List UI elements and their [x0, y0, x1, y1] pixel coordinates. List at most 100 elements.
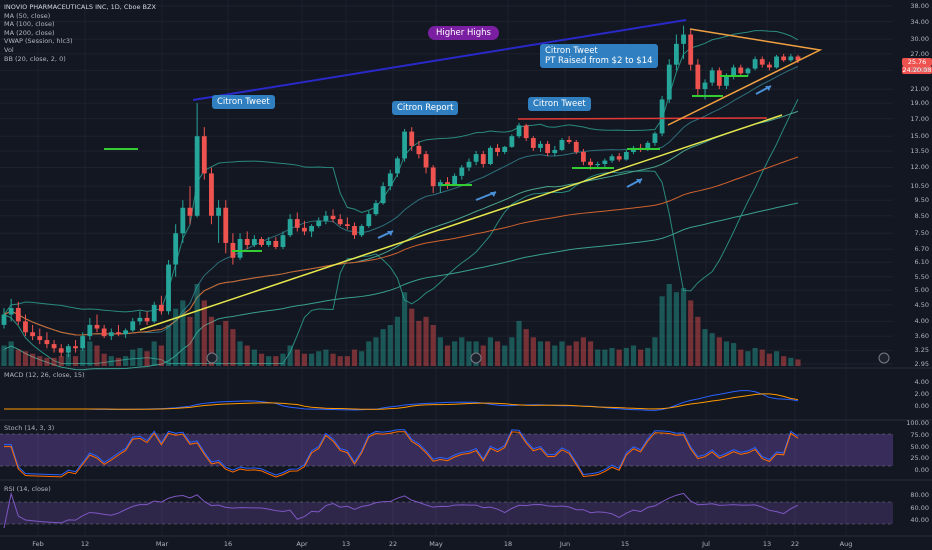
candle-body: [666, 64, 672, 100]
candle-body: [466, 161, 472, 168]
volume-bar: [723, 341, 730, 366]
volume-bar: [680, 288, 687, 366]
volume-bar: [144, 351, 150, 366]
candle-body: [595, 164, 601, 166]
candle-body: [273, 240, 279, 248]
candle-body: [695, 64, 701, 90]
volume-bar: [344, 356, 350, 366]
price-tick: 5.00: [914, 286, 929, 295]
symbol-title[interactable]: INOVIO PHARMACEUTICALS INC, 1D, Cboe BZX: [4, 3, 156, 11]
price-tick: 5.50: [914, 272, 929, 281]
candle-body: [101, 328, 107, 337]
arrow-head-2: [636, 179, 642, 184]
candle-body: [423, 154, 429, 168]
legend-bb[interactable]: BB (20, close, 2, 0): [4, 54, 66, 63]
volume-bar: [502, 345, 508, 366]
volume-bar: [308, 353, 315, 366]
candle-body: [430, 167, 436, 187]
candle-body: [158, 304, 164, 312]
indicator-tick: 0.00: [914, 466, 929, 475]
second-price-tag: 24.20.08: [902, 66, 932, 74]
volume-bar: [137, 347, 143, 366]
volume-bar: [480, 345, 486, 366]
candle-body: [445, 182, 450, 185]
volume-bar: [530, 337, 536, 366]
candle-body: [259, 239, 264, 245]
volume-bar: [215, 325, 222, 366]
indicator-tick: 60.00: [910, 503, 929, 512]
candle-body: [395, 158, 400, 174]
indicator-tick: 4.00: [914, 378, 929, 386]
candle-body: [223, 207, 229, 243]
volume-bar: [702, 329, 708, 366]
candle-body: [509, 136, 515, 147]
annotation-citron-tweet-3-line2: PT Raised from $2 to $14: [545, 56, 653, 66]
volume-bar: [330, 353, 336, 366]
volume-bar: [752, 347, 758, 366]
volume-bar: [130, 349, 136, 366]
volume-bar: [766, 353, 772, 366]
candle-body: [187, 207, 193, 216]
price-tick: 38.00: [910, 2, 929, 10]
time-tick: 13: [762, 540, 772, 548]
candle-body: [287, 219, 293, 236]
candle-body: [681, 34, 686, 44]
volume-bar: [251, 349, 257, 366]
volume-bar: [158, 345, 164, 366]
legend-ma50[interactable]: MA (50, close): [4, 11, 51, 20]
candle-body: [144, 317, 150, 322]
indicator-tick: 25.00: [910, 454, 929, 463]
volume-bar: [373, 337, 379, 366]
annotation-higher-highs[interactable]: Higher Highs: [428, 26, 499, 40]
yellow-trendline: [139, 114, 783, 331]
annotation-citron-tweet-1[interactable]: Citron Tweet: [212, 95, 275, 109]
volume-bar: [587, 341, 594, 366]
candle-body: [8, 307, 14, 315]
volume-bar: [537, 341, 544, 366]
candle-body: [788, 56, 794, 61]
ma-200: [3, 202, 799, 371]
candle-body: [559, 139, 565, 150]
legend-ma200[interactable]: MA (200, close): [4, 28, 55, 37]
candle-body: [94, 324, 100, 329]
price-tick: 6.10: [914, 258, 929, 267]
volume-bar: [58, 356, 64, 366]
candle-body: [15, 307, 21, 322]
candle-body: [724, 76, 729, 86]
legend-ma100[interactable]: MA (100, close): [4, 20, 55, 29]
volume-bar: [430, 325, 436, 366]
annotation-citron-tweet-3[interactable]: Citron Tweet PT Raised from $2 to $14: [540, 44, 658, 68]
indicator-tick: 75.00: [910, 430, 929, 439]
stoch-panel-label[interactable]: Stoch (14, 3, 3): [4, 424, 55, 432]
candle-body: [209, 173, 214, 216]
volume-bar: [287, 345, 293, 366]
annotation-citron-report[interactable]: Citron Report: [392, 101, 459, 115]
annotation-citron-tweet-2[interactable]: Citron Tweet: [528, 97, 591, 111]
volume-bar: [409, 308, 415, 366]
volume-bar: [223, 320, 229, 366]
indicator-tick: 0.00: [914, 402, 929, 410]
rsi-panel-label[interactable]: RSI (14, close): [4, 485, 51, 493]
volume-bar: [1, 345, 7, 366]
volume-bar: [666, 284, 672, 366]
candle-body: [294, 219, 300, 228]
volume-bar: [738, 349, 744, 366]
time-tick: 22: [388, 540, 398, 548]
volume-bar: [280, 353, 286, 366]
macd-panel-label[interactable]: MACD (12, 26, close, 15): [4, 371, 85, 379]
time-tick: Jul: [702, 540, 710, 548]
candlesticks: [1, 25, 801, 358]
volume-bar: [573, 341, 579, 366]
candle-body: [37, 336, 43, 341]
price-tick: 3.25: [914, 346, 929, 355]
candle-body: [137, 317, 143, 322]
candle-body: [673, 43, 679, 65]
candle-body: [795, 56, 801, 61]
legend-vwap[interactable]: VWAP (Session, hlc3): [4, 37, 73, 46]
red-resistance-line: [517, 117, 768, 120]
volume-bar: [273, 356, 279, 366]
time-tick: 22: [790, 540, 800, 548]
time-tick: Aug: [839, 540, 853, 548]
legend-vol[interactable]: Vol: [4, 45, 14, 54]
